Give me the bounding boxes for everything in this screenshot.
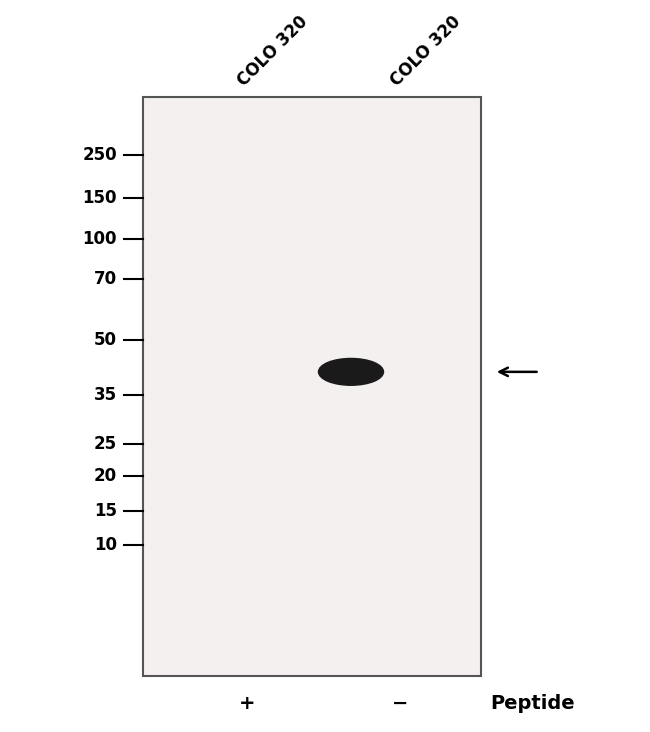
Text: +: + [239,694,255,713]
Text: −: − [391,694,408,713]
Text: 150: 150 [83,190,117,207]
Text: 70: 70 [94,270,117,288]
Text: Peptide: Peptide [491,694,575,713]
Text: 35: 35 [94,386,117,404]
Text: 10: 10 [94,537,117,554]
Text: 15: 15 [94,501,117,520]
Bar [143,97,481,676]
Text: 20: 20 [94,467,117,485]
Text: 25: 25 [94,435,117,453]
Text: COLO 320: COLO 320 [234,12,311,90]
Ellipse shape [318,359,384,385]
Text: 50: 50 [94,331,117,349]
Text: 250: 250 [83,146,117,164]
Text: 100: 100 [83,230,117,248]
Text: COLO 320: COLO 320 [387,12,464,90]
